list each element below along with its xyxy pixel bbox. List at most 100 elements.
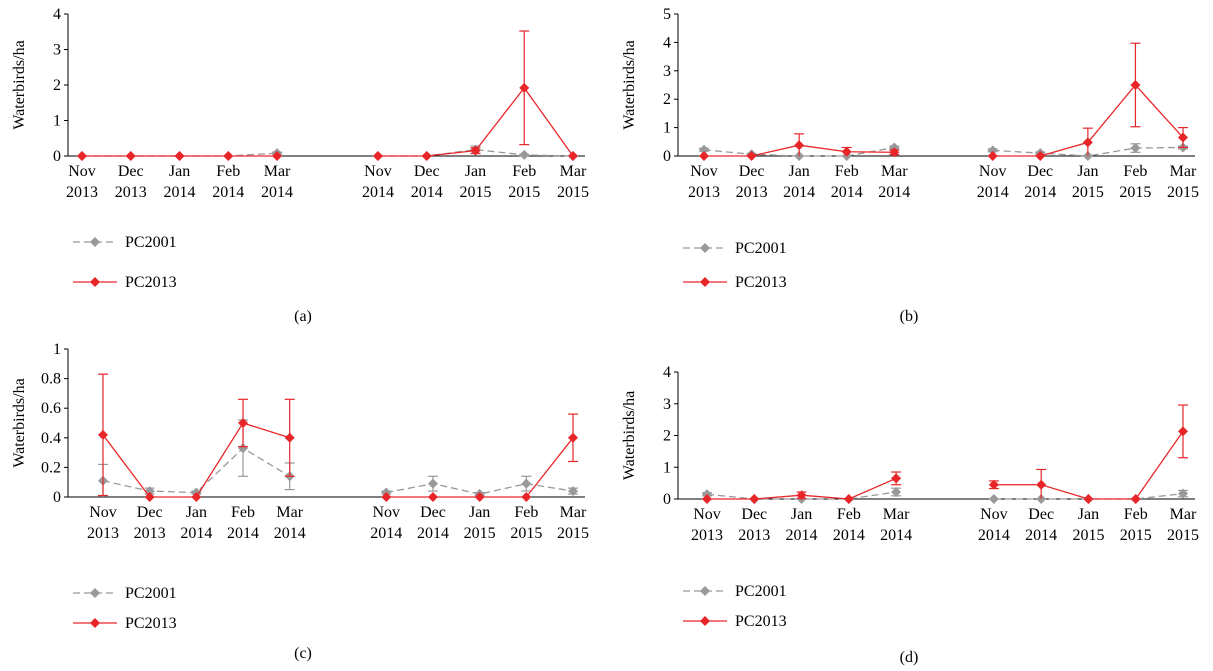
y-tick-label: 0.2 — [41, 459, 61, 476]
x-tick-label-year: 2015 — [1120, 527, 1152, 544]
y-tick-label: 0.4 — [41, 430, 61, 447]
data-point — [1130, 143, 1141, 154]
y-tick-label: 0 — [663, 491, 671, 508]
y-tick-label: 4 — [663, 34, 671, 51]
x-tick-label-year: 2015 — [464, 525, 496, 542]
data-point — [238, 443, 249, 454]
x-tick-label-year: 2015 — [459, 184, 491, 201]
x-tick-label-year: 2014 — [977, 184, 1009, 201]
x-tick-label-year: 2014 — [831, 184, 863, 201]
y-tick-label: 2 — [53, 77, 61, 94]
x-tick-label-month: Mar — [881, 163, 908, 180]
series-line — [386, 437, 574, 498]
series-PC2001 — [702, 487, 1188, 504]
x-tick-label-month: Dec — [739, 163, 765, 180]
x-tick-label-year: 2015 — [1167, 184, 1199, 201]
x-tick-label-year: 2014 — [878, 184, 910, 201]
y-axis-title: Waterbirds/ha — [621, 391, 638, 480]
x-tick-label-month: Nov — [364, 163, 392, 180]
chart-b-svg: 0 1 2 3 4 5 Waterbirds/ha Nov 2013 Dec 2013 Jan 2014… — [621, 6, 1199, 325]
x-tick-label-year: 2013 — [87, 525, 119, 542]
x-tick-label-month: Jan — [186, 504, 207, 521]
x-tick-label-year: 2015 — [557, 184, 589, 201]
y-tick-label: 1 — [53, 341, 61, 358]
x-tick-label-month: Jan — [791, 506, 812, 523]
data-point — [841, 146, 852, 157]
y-tick-label: 0 — [53, 148, 61, 165]
series-PC2013 — [77, 30, 578, 161]
series-line — [992, 146, 1184, 157]
data-point — [474, 492, 485, 502]
x-tick-label-year: 2015 — [508, 184, 540, 201]
chart-d-svg: 0 1 2 3 4 Waterbirds/ha Nov 2013 Dec 2013 Jan 2014 F… — [621, 364, 1199, 666]
data-point — [568, 151, 578, 161]
y-tick-label: 0.8 — [41, 371, 61, 388]
series-line — [102, 447, 291, 494]
legend-marker — [700, 277, 710, 287]
series-line — [703, 146, 895, 157]
data-point — [1036, 479, 1047, 490]
y-axis-title: Waterbirds/ha — [11, 378, 28, 467]
x-tick-label-year: 2013 — [134, 525, 166, 542]
x-tick-label-year: 2015 — [1072, 184, 1104, 201]
chart-panel-a: 0 1 2 3 4 Waterbirds/ha Nov 2013 Dec 2013 Jan 2014 F… — [0, 0, 606, 335]
x-tick-label-month: Mar — [1170, 163, 1197, 180]
data-point — [746, 151, 757, 161]
series-PC2013 — [699, 42, 1188, 161]
data-point — [568, 486, 578, 497]
data-point — [988, 494, 999, 504]
data-point — [421, 151, 432, 161]
data-point — [796, 490, 807, 501]
x-tick-label-month: Feb — [231, 504, 255, 521]
data-point — [381, 492, 392, 502]
x-tick-label-month: Nov — [690, 163, 718, 180]
x-tick-label-month: Feb — [837, 506, 861, 523]
x-tick-label-month: Dec — [420, 504, 446, 521]
x-tick-label-month: Jan — [788, 163, 809, 180]
x-tick-label-year: 2014 — [1024, 184, 1056, 201]
chart-panel-b: 0 1 2 3 4 5 Waterbirds/ha Nov 2013 Dec 2013 Jan 2014… — [606, 0, 1212, 335]
legend-label: PC2001 — [735, 240, 787, 257]
data-point — [372, 151, 383, 161]
data-point — [1083, 494, 1094, 504]
data-point — [77, 151, 87, 161]
x-tick-label-year: 2013 — [115, 184, 147, 201]
x-tick-label-month: Dec — [414, 163, 440, 180]
x-tick-label-year: 2014 — [411, 184, 443, 201]
data-point — [238, 418, 249, 428]
data-point — [284, 432, 295, 443]
data-point — [568, 432, 578, 443]
x-tick-label-month: Mar — [276, 504, 303, 521]
x-tick-label-year: 2014 — [180, 525, 212, 542]
y-tick-label: 1 — [663, 459, 671, 476]
x-tick-label-month: Nov — [89, 504, 117, 521]
x-tick-label-year: 2014 — [880, 527, 912, 544]
data-point — [470, 145, 481, 156]
data-point — [125, 151, 136, 161]
y-tick-label: 4 — [53, 6, 61, 23]
data-point — [891, 487, 902, 498]
x-tick-label-month: Dec — [741, 506, 767, 523]
y-tick-label: 1 — [53, 113, 61, 130]
y-tick-label: 0 — [53, 489, 61, 506]
x-tick-label-year: 2014 — [1025, 527, 1057, 544]
chart-panel-d: 0 1 2 3 4 Waterbirds/ha Nov 2013 Dec 2013 Jan 2014 F… — [606, 336, 1212, 671]
legend-label: PC2013 — [125, 615, 177, 632]
data-point — [1130, 80, 1141, 90]
x-tick-label-month: Feb — [835, 163, 859, 180]
legend-marker — [90, 237, 100, 247]
data-point — [1082, 137, 1093, 148]
chart-panel-c: 0 0.2 0.4 0.6 0.8 1 Waterbirds/ha Nov 2013 Dec 201… — [0, 336, 606, 671]
data-point — [987, 151, 998, 161]
legend-label: PC2001 — [125, 585, 177, 602]
x-tick-label-year: 2015 — [1119, 184, 1151, 201]
x-tick-label-year: 2014 — [370, 525, 402, 542]
x-tick-label-year: 2015 — [510, 525, 542, 542]
panel-label: (c) — [294, 645, 312, 662]
y-tick-label: 3 — [53, 42, 61, 59]
x-tick-label-year: 2015 — [1072, 527, 1104, 544]
x-tick-label-month: Jan — [1077, 163, 1098, 180]
panel-label: (d) — [900, 649, 919, 666]
x-tick-label-year: 2014 — [417, 525, 449, 542]
legend-marker — [700, 243, 710, 253]
